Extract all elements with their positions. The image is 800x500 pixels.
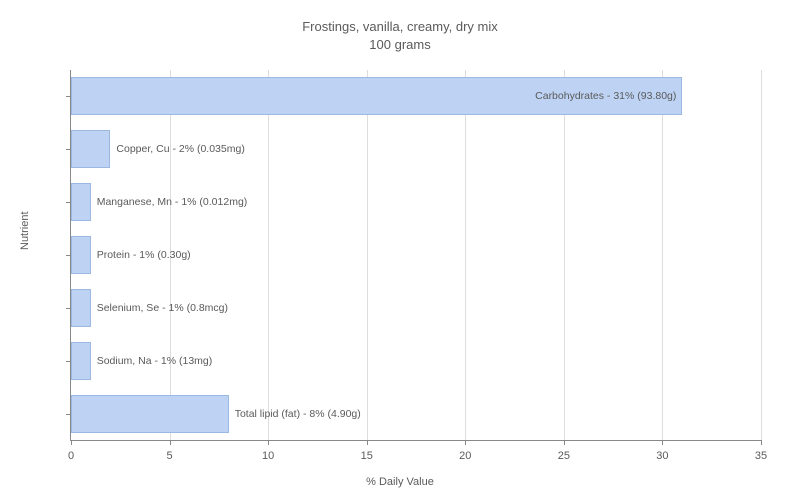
title-line1: Frostings, vanilla, creamy, dry mix [302,19,498,34]
gridline [662,70,663,440]
x-tick [662,440,663,445]
bar [71,342,91,380]
x-tick-label: 35 [755,450,767,462]
x-tick-label: 0 [68,450,74,462]
gridline [564,70,565,440]
x-tick [170,440,171,445]
x-tick [71,440,72,445]
x-tick-label: 30 [656,450,668,462]
x-tick-label: 5 [167,450,173,462]
bar [71,236,91,274]
bar [71,183,91,221]
x-tick-label: 15 [361,450,373,462]
x-axis-label: % Daily Value [0,476,800,488]
y-axis-label: Nutrient [19,211,31,250]
gridline [761,70,762,440]
bar-label: Total lipid (fat) - 8% (4.90g) [235,395,361,433]
gridline [465,70,466,440]
gridline [367,70,368,440]
y-tick [66,149,71,150]
y-tick [66,255,71,256]
bar-label: Manganese, Mn - 1% (0.012mg) [97,183,248,221]
gridline [268,70,269,440]
bar [71,130,110,168]
y-tick [66,414,71,415]
y-tick [66,202,71,203]
y-tick [66,361,71,362]
x-tick-label: 10 [262,450,274,462]
title-line2: 100 grams [369,37,430,52]
x-tick [268,440,269,445]
x-tick-label: 25 [558,450,570,462]
plot-area: 05101520253035Carbohydrates - 31% (93.80… [70,70,761,441]
y-tick [66,96,71,97]
y-tick [66,308,71,309]
bar [71,289,91,327]
x-tick [761,440,762,445]
bar [71,395,229,433]
chart-title: Frostings, vanilla, creamy, dry mix 100 … [0,18,800,54]
bar-label: Selenium, Se - 1% (0.8mcg) [97,289,228,327]
x-tick-label: 20 [459,450,471,462]
x-tick [564,440,565,445]
nutrition-chart: Frostings, vanilla, creamy, dry mix 100 … [0,0,800,500]
bar-label: Carbohydrates - 31% (93.80g) [535,77,676,115]
x-tick [465,440,466,445]
x-tick [367,440,368,445]
bar-label: Protein - 1% (0.30g) [97,236,191,274]
bar-label: Sodium, Na - 1% (13mg) [97,342,213,380]
bar-label: Copper, Cu - 2% (0.035mg) [116,130,244,168]
